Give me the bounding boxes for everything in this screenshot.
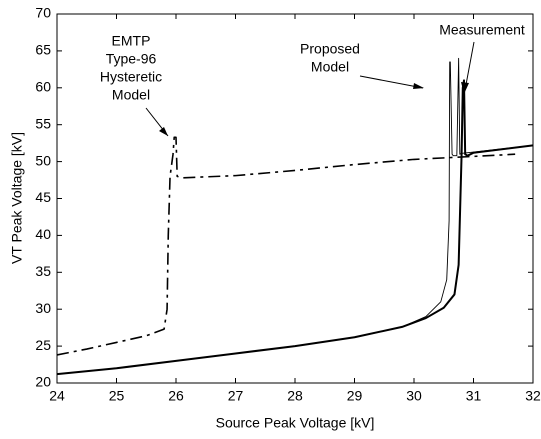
x-tick-label: 30	[406, 388, 422, 404]
y-tick-label: 20	[35, 374, 51, 390]
y-tick-label: 65	[35, 42, 51, 58]
x-tick-label: 24	[49, 388, 65, 404]
annotation: EMTP	[112, 33, 151, 49]
series-line	[56, 79, 534, 376]
annotation: Proposed	[300, 41, 360, 57]
annotation: Model	[311, 59, 349, 75]
series-line	[56, 136, 516, 356]
annotation-arrow	[464, 41, 475, 91]
annotation-arrowhead	[159, 127, 168, 136]
annotation: Hysteretic	[100, 69, 162, 85]
x-tick-label: 27	[228, 388, 244, 404]
x-tick-label: 31	[466, 388, 482, 404]
x-tick-label: 29	[347, 388, 363, 404]
annotation-arrowhead	[413, 83, 424, 89]
x-tick-label: 28	[287, 388, 303, 404]
y-tick-label: 70	[35, 5, 51, 21]
annotation: Model	[112, 87, 150, 103]
x-tick-label: 25	[109, 388, 125, 404]
y-tick-label: 55	[35, 115, 51, 131]
y-tick-label: 40	[35, 226, 51, 242]
y-tick-label: 45	[35, 189, 51, 205]
y-tick-label: 25	[35, 337, 51, 353]
annotation: Measurement	[439, 22, 525, 38]
x-tick-label: 32	[525, 388, 541, 404]
annotation-arrow	[359, 75, 424, 89]
x-axis-label: Source Peak Voltage [kV]	[216, 415, 375, 431]
annotation: Type-96	[106, 51, 157, 67]
y-tick-label: 50	[35, 152, 51, 168]
y-tick-label: 35	[35, 263, 51, 279]
x-tick-label: 26	[168, 388, 184, 404]
y-tick-label: 30	[35, 300, 51, 316]
y-tick-label: 60	[35, 79, 51, 95]
y-axis-label: VT Peak Voltage [kV]	[9, 132, 25, 264]
